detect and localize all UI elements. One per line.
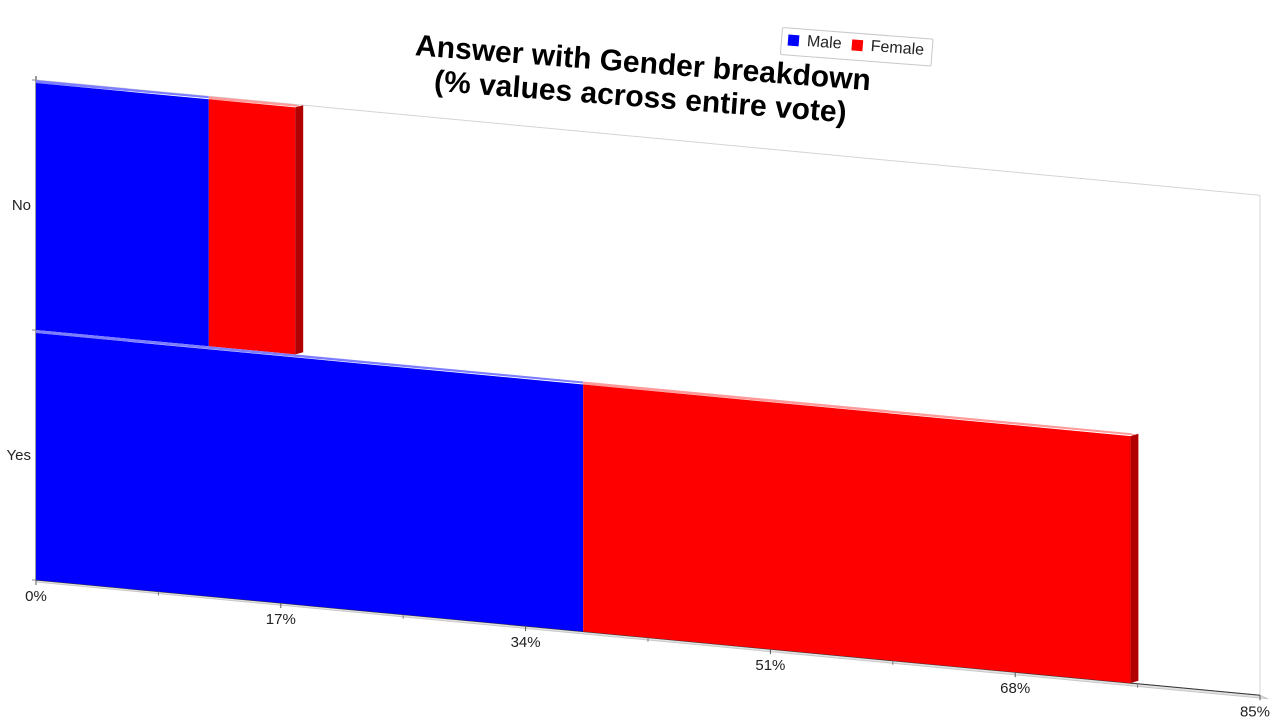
- legend-item-female: Female: [851, 37, 925, 59]
- bar-no-female: [208, 99, 296, 355]
- x-tick-label: 34%: [511, 634, 541, 651]
- x-tick-label: 51%: [755, 657, 785, 674]
- legend-swatch-female: [851, 39, 864, 52]
- x-tick-label: 0%: [25, 588, 47, 605]
- bar-side-no-female: [295, 105, 304, 355]
- bar-top-no-male: [36, 80, 209, 99]
- legend-swatch-male: [787, 34, 800, 47]
- bar-top-yes-female: [583, 381, 1139, 436]
- x-tick-label: 17%: [266, 611, 296, 628]
- y-tick-label-no: No: [12, 197, 31, 214]
- bar-top-yes-male: [36, 330, 584, 384]
- legend-label-male: Male: [806, 32, 843, 53]
- y-tick-label-yes: Yes: [7, 447, 31, 464]
- bar-yes-male: [36, 333, 584, 632]
- bar-side-yes-female: [1130, 433, 1139, 684]
- x-tick-label: 85%: [1240, 703, 1270, 720]
- bar-no-male: [36, 83, 209, 347]
- x-tick-label: 68%: [1000, 680, 1030, 697]
- legend-item-male: Male: [787, 33, 842, 53]
- bar-yes-female: [583, 384, 1131, 684]
- bar-top-no-female: [208, 96, 304, 108]
- legend-label-female: Female: [870, 37, 925, 59]
